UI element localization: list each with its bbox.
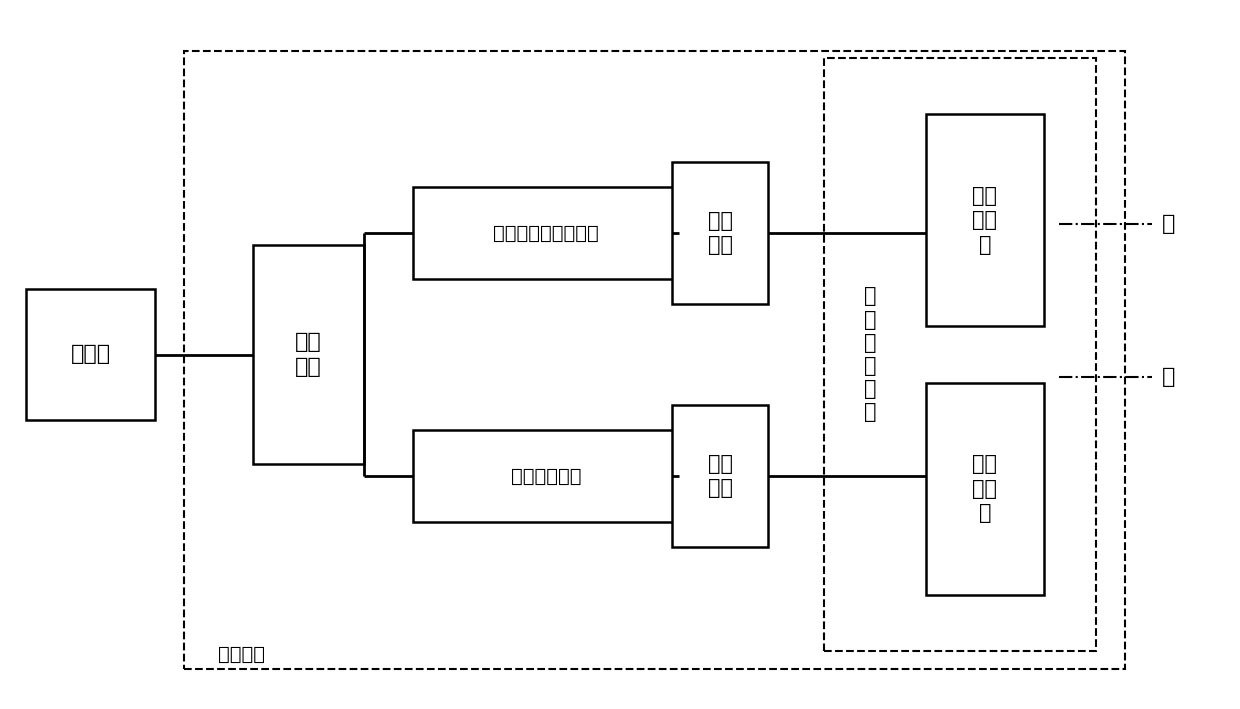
Bar (413, 187, 678, 279)
Text: 反激变换器驱动电路: 反激变换器驱动电路 (492, 223, 599, 242)
Text: 接收
换能
器: 接收 换能 器 (972, 454, 997, 523)
Bar (825, 58, 1096, 651)
Bar (672, 406, 769, 547)
Text: 发射
电路: 发射 电路 (708, 211, 733, 255)
Text: 接收
电路: 接收 电路 (708, 454, 733, 498)
Bar (413, 430, 678, 522)
Bar (672, 162, 769, 303)
Bar (253, 245, 363, 464)
Text: 测距模块: 测距模块 (218, 644, 265, 664)
Text: 发射
换能
器: 发射 换能 器 (972, 186, 997, 255)
Text: 超
声
波
测
距
仪: 超 声 波 测 距 仪 (864, 286, 877, 423)
Bar (926, 114, 1044, 326)
Text: 面: 面 (1162, 367, 1176, 387)
Text: 单片机: 单片机 (71, 345, 110, 364)
Bar (926, 383, 1044, 595)
Text: 集成
电路: 集成 电路 (295, 332, 321, 377)
Text: 地: 地 (1162, 214, 1176, 234)
Bar (26, 289, 155, 420)
Bar (185, 51, 1125, 669)
Text: 信号处理电路: 信号处理电路 (511, 467, 582, 486)
